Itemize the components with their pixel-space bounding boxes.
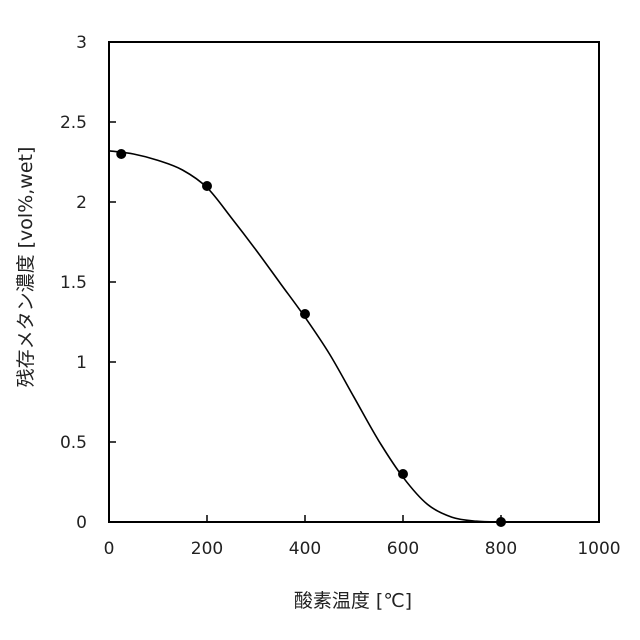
y-axis-title: 残存メタン濃度 [vol%,wet]	[15, 147, 37, 388]
x-tick-label: 0	[104, 539, 115, 559]
x-tick-label: 1000	[577, 539, 620, 559]
x-tick-label: 600	[387, 539, 419, 559]
y-axis-ticks: 0 0.5 1 1.5 2 2.5 3	[60, 33, 116, 533]
x-tick-label: 800	[485, 539, 517, 559]
y-tick-label: 1.5	[60, 273, 87, 293]
data-point	[398, 469, 408, 479]
y-tick-label: 0.5	[60, 433, 87, 453]
data-point	[202, 181, 212, 191]
data-points	[116, 149, 506, 527]
y-tick-label: 1	[76, 353, 87, 373]
x-axis-title: 酸素温度 [℃]	[294, 590, 412, 612]
y-tick-label: 2	[76, 193, 87, 213]
plot-area-frame	[109, 42, 599, 522]
fit-curve-line	[109, 151, 521, 522]
y-tick-label: 0	[76, 513, 87, 533]
data-point	[116, 149, 126, 159]
y-tick-label: 2.5	[60, 113, 87, 133]
data-point	[300, 309, 310, 319]
x-tick-label: 200	[191, 539, 223, 559]
y-tick-label: 3	[76, 33, 87, 53]
x-tick-label: 400	[289, 539, 321, 559]
